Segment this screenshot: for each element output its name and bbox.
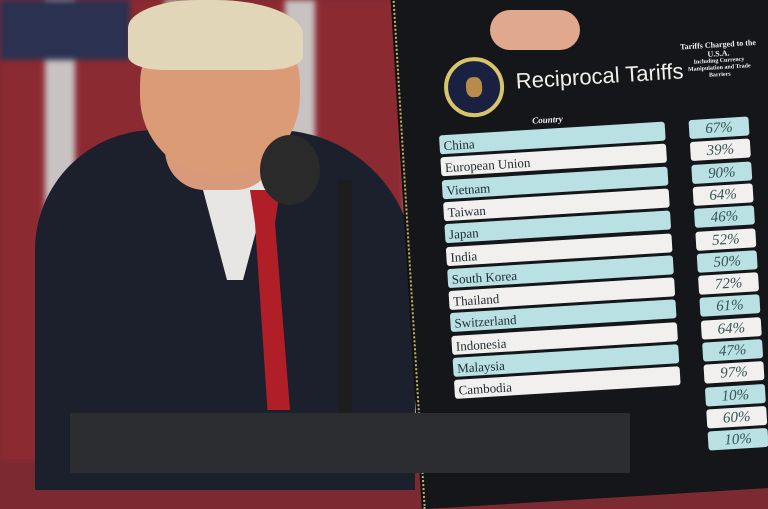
table-row: India 52% [445, 227, 757, 266]
charged-cell: 52% [695, 227, 757, 251]
charged-cell: 10% [704, 383, 766, 407]
table-row: Malaysia 47% [452, 339, 764, 377]
charged-cell: 61% [699, 294, 761, 318]
charged-cell: 10% [707, 428, 768, 451]
table-row: South Korea 50% [447, 250, 758, 288]
charged-cell: 64% [692, 183, 754, 206]
charged-cell: 46% [693, 205, 755, 229]
podium [70, 413, 630, 473]
table-row: European Union 39% [440, 138, 751, 177]
table-row: Cambodia 97% [453, 361, 765, 400]
table-row: Taiwan 64% [443, 183, 754, 222]
charged-cell: 64% [700, 316, 762, 340]
table-row: China 67% [438, 116, 750, 155]
charged-column-header: Tariffs Charged to the U.S.A. Including … [678, 38, 760, 82]
microphone [260, 135, 320, 205]
charged-cell: 90% [691, 160, 753, 184]
charged-cell: 67% [688, 116, 750, 140]
charged-cell: 47% [702, 339, 764, 362]
presidential-seal-icon [442, 55, 506, 119]
mic-stand [338, 180, 352, 415]
charged-cell: 97% [703, 361, 765, 384]
charged-cell: 50% [696, 250, 758, 273]
charged-cell: 72% [698, 272, 760, 295]
table-row: Japan 46% [444, 205, 755, 244]
flag-canton [0, 0, 130, 60]
charged-header-note: Including Currency Manipulation and Trad… [687, 56, 751, 79]
table-row: Vietnam 90% [441, 160, 753, 199]
country-column-header: Country [531, 113, 564, 126]
table-row: Indonesia 64% [451, 316, 762, 355]
charged-cell: 60% [706, 405, 768, 429]
charged-cell: 39% [689, 138, 751, 162]
table-row: Thailand 72% [448, 272, 760, 311]
board-title: Reciprocal Tariffs [515, 58, 685, 94]
table-row: Switzerland 61% [449, 294, 761, 333]
hair [128, 0, 303, 70]
hand [490, 10, 580, 50]
